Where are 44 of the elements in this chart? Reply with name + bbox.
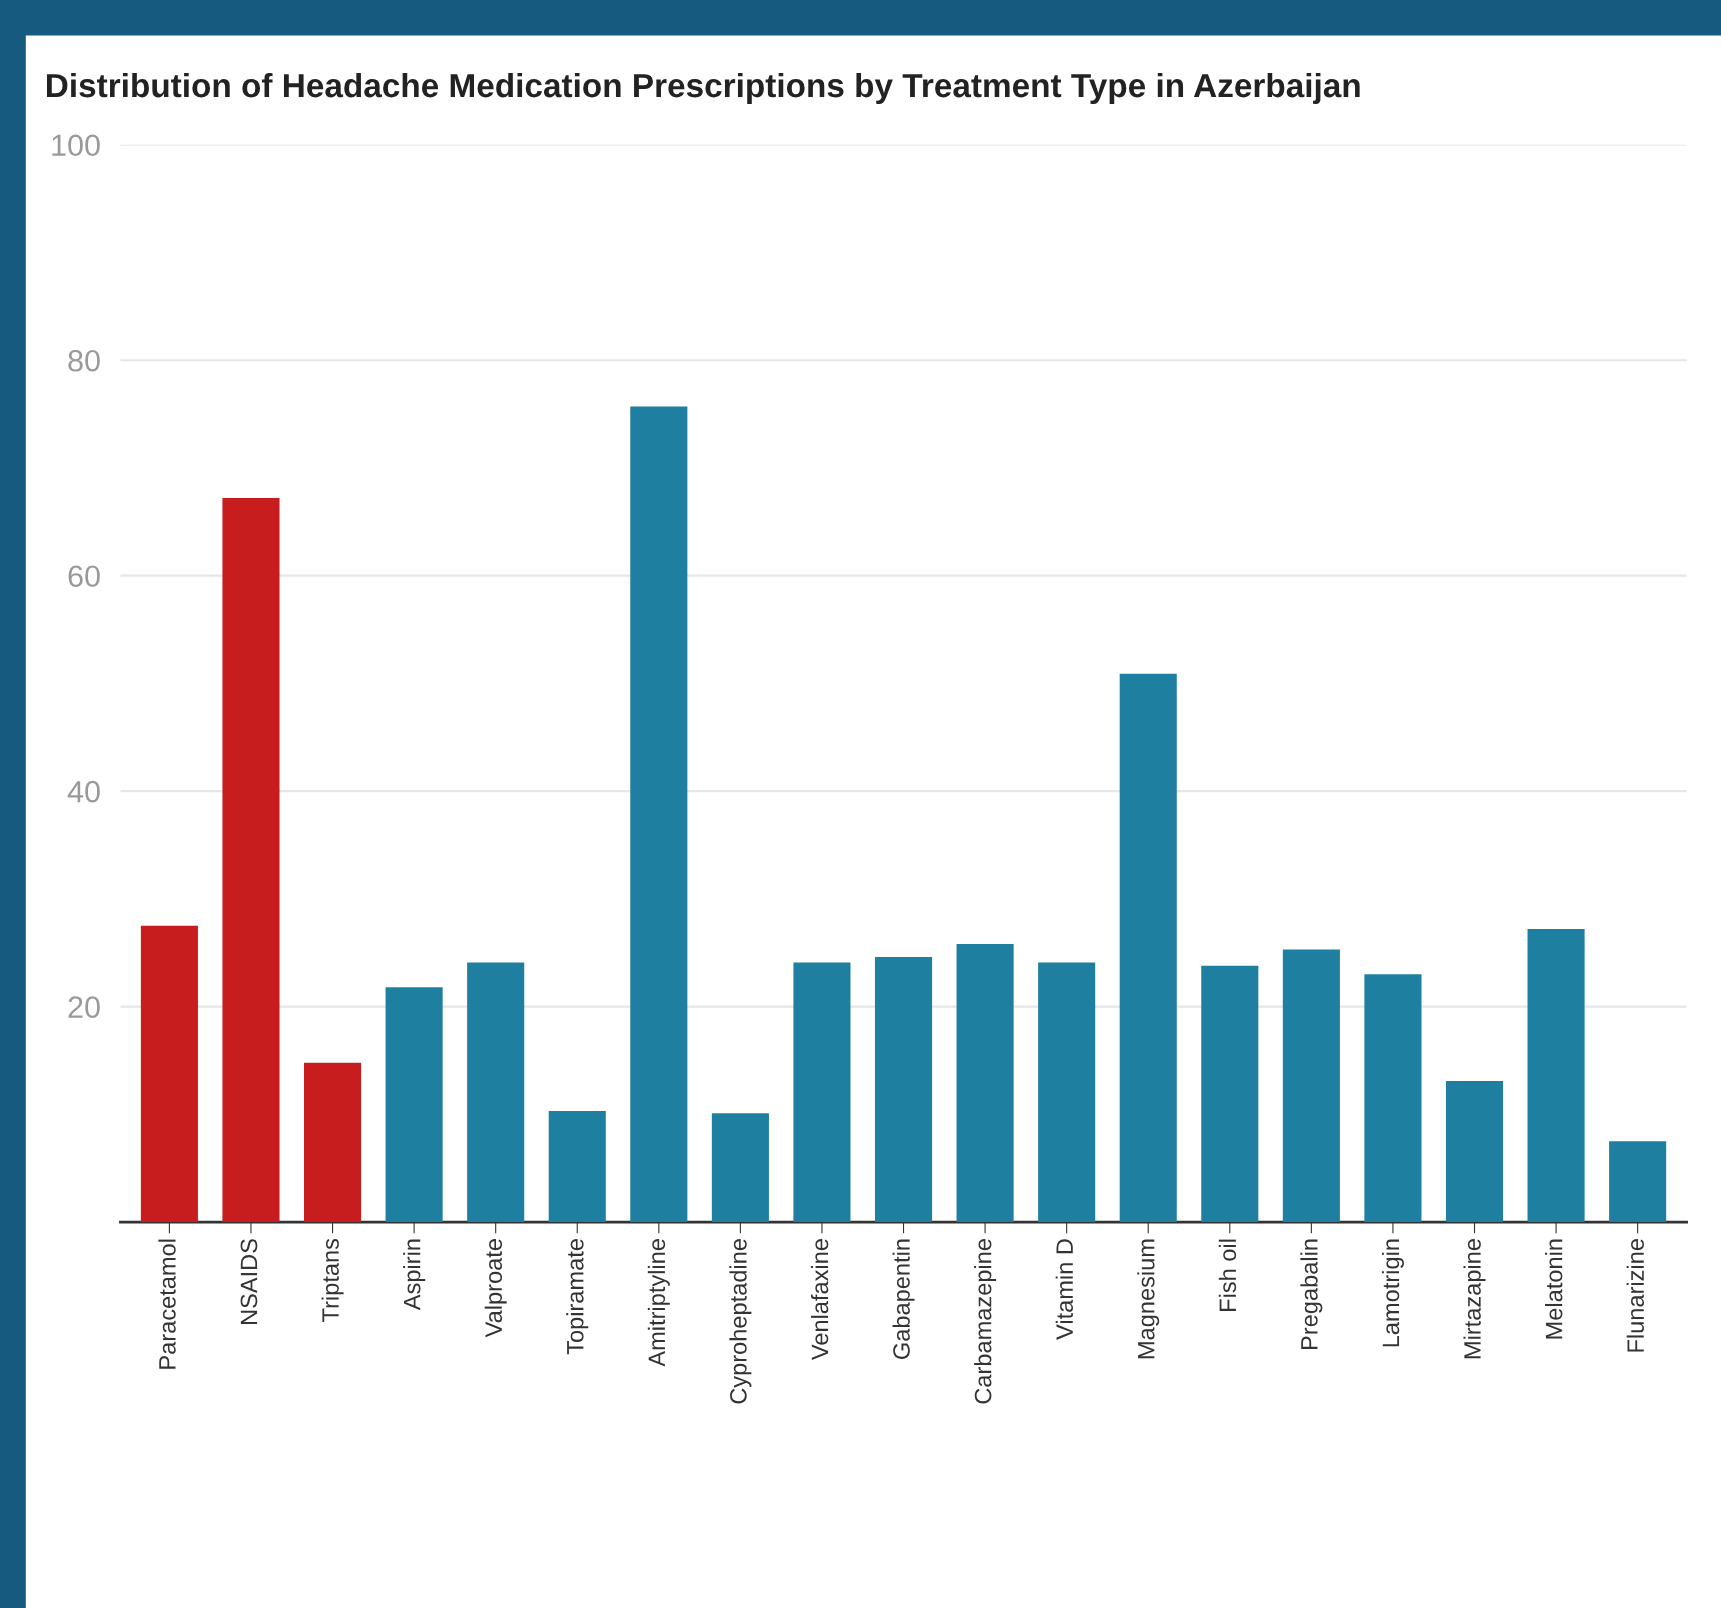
y-tick-label: 20 xyxy=(68,996,100,1018)
bar xyxy=(385,987,443,1223)
bar xyxy=(1445,1080,1504,1223)
bar xyxy=(1038,962,1096,1223)
x-tick-label: Pregabalin xyxy=(1300,1239,1323,1349)
bar xyxy=(1364,974,1422,1223)
bar xyxy=(1527,929,1585,1223)
bar xyxy=(1201,965,1259,1223)
bar xyxy=(793,962,851,1223)
bar xyxy=(711,1113,769,1223)
bar xyxy=(548,1111,606,1223)
bar xyxy=(1282,949,1340,1223)
chart-title: Distribution of Headache Medication Prescriptions by Treatment Type in Azerbaijan xyxy=(46,72,1360,104)
x-tick-label: Mirtazapine xyxy=(1463,1239,1486,1359)
bar xyxy=(467,962,525,1223)
x-tick-label: Melatonin xyxy=(1545,1239,1563,1339)
x-tick-label: Valproate xyxy=(484,1239,507,1338)
y-tick-label: 60 xyxy=(68,565,100,588)
bar xyxy=(222,498,280,1223)
x-tick-label: Magnesium xyxy=(1137,1239,1160,1359)
bar xyxy=(956,944,1014,1223)
x-tick-label: Paracetamol xyxy=(158,1239,176,1369)
x-tick-label: Flunarizine xyxy=(1626,1239,1644,1352)
bar xyxy=(304,1062,362,1223)
x-tick-label: Carbamazepine xyxy=(974,1239,997,1404)
bar xyxy=(1609,1141,1667,1223)
x-tick-label: Aspirin xyxy=(403,1239,426,1311)
x-tick-label: Fish oil xyxy=(1218,1239,1237,1311)
y-tick-label: 40 xyxy=(67,780,100,803)
x-tick-label: Gabapentin xyxy=(892,1239,915,1359)
x-tick-label: Cyproheptadine xyxy=(729,1239,752,1404)
bar xyxy=(874,957,933,1223)
x-tick-label: Vitamin D xyxy=(1055,1239,1073,1340)
x-tick-label: NSAIDS xyxy=(240,1239,258,1325)
x-tick-label: Amitriptyline xyxy=(647,1239,670,1367)
x-tick-label: Topiramate xyxy=(566,1239,589,1355)
y-tick-label: 100 xyxy=(52,134,100,157)
x-tick-label: Lamotrigin xyxy=(1381,1239,1404,1347)
x-tick-label: Venlafaxine xyxy=(810,1239,829,1361)
bar xyxy=(1119,673,1177,1223)
bar xyxy=(140,925,198,1223)
bar xyxy=(630,406,688,1223)
y-tick-label: 80 xyxy=(68,349,100,372)
x-tick-label: Triptans xyxy=(321,1238,344,1322)
